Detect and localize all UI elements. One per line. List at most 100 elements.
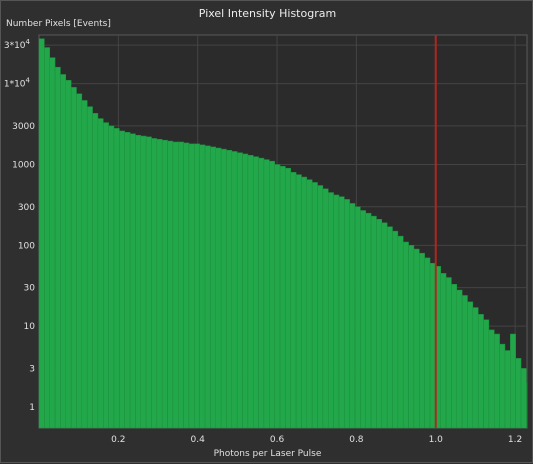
histogram-bar [151,138,158,429]
y-tick-label: 1000 [12,161,35,171]
chart-title: Pixel Intensity Histogram [198,7,337,20]
histogram-bar [86,106,93,429]
histogram-bar [499,343,506,429]
histogram-bar [194,143,200,429]
y-tick-label: 3*104 [4,38,31,51]
histogram-bar [472,307,479,429]
histogram-bar [103,122,109,429]
x-axis-ticks: 0.2 0.4 0.6 0.8 1.0 1.2 [111,435,522,445]
histogram-bar [397,235,404,429]
x-tick-label: 0.6 [270,435,285,445]
histogram-bar [365,212,372,429]
histogram-bar [301,176,308,429]
histogram-bar [461,295,468,429]
histogram-bars [38,38,528,429]
x-tick-label: 1.0 [429,435,444,445]
histogram-bar [247,155,254,429]
histogram-bar [97,118,104,429]
histogram-bar [49,57,56,429]
histogram-bar [515,358,522,429]
histogram-bar [145,136,152,429]
histogram-bar [317,185,324,429]
histogram-bar [413,248,420,429]
histogram-bar [424,257,431,429]
histogram-bar [451,284,458,429]
histogram-bar [210,146,217,429]
x-axis-label: Photons per Laser Pulse [213,449,322,459]
histogram-bar [311,182,318,429]
histogram-bar [236,152,243,429]
y-tick-label: 100 [18,241,35,251]
y-tick-label: 10 [24,322,36,332]
histogram-bar [38,38,45,429]
histogram-bar [429,263,436,429]
x-tick-label: 0.8 [349,435,364,445]
histogram-bar [76,93,83,429]
y-tick-label: 300 [18,203,35,213]
histogram-bar [488,329,495,429]
y-tick-label: 30 [24,284,36,294]
histogram-bar [510,333,516,429]
histogram-bar [269,160,275,429]
x-tick-label: 0.4 [191,435,206,445]
histogram-bar [135,135,142,429]
histogram-bar [156,139,163,429]
histogram-bar [440,273,447,429]
y-tick-label: 3000 [12,122,35,132]
histogram-bar [402,241,409,429]
y-axis-ticks: 1 3 10 30 100 300 1000 3000 1*104 3*104 [4,38,35,413]
histogram-bar [386,226,393,429]
histogram-bar [199,144,206,429]
histogram-bar [445,277,452,429]
histogram-bar [381,222,388,429]
y-tick-label: 3 [29,364,35,374]
histogram-bar [183,142,190,429]
histogram-bar [44,47,50,429]
histogram-bar [161,139,168,429]
histogram-bar [108,125,115,429]
histogram-bar [258,157,265,429]
histogram-bar [344,199,350,429]
histogram-bar [54,66,61,429]
histogram-bar [360,210,366,429]
histogram-bar [167,140,174,429]
y-tick-label: 1 [29,403,35,413]
histogram-bar [295,174,302,429]
histogram-bar [520,368,527,429]
histogram-bar [252,156,259,429]
y-tick-label: 1*104 [4,77,31,90]
histogram-bar [81,100,88,429]
histogram-bar [504,350,511,429]
histogram-bar [92,113,99,429]
histogram-bar [338,196,345,429]
histogram-bar [215,147,222,429]
y-axis-label: Number Pixels [Events] [6,19,111,29]
histogram-bar [231,151,238,429]
histogram-bar [263,159,270,429]
histogram-bar [188,143,195,429]
histogram-bar [477,314,484,429]
histogram-bar [220,148,227,429]
histogram-bar [113,128,120,429]
histogram-bar [65,80,72,429]
histogram-bar [285,167,291,429]
histogram-bar [60,74,67,429]
histogram-bar [290,172,297,429]
histogram-bar [242,153,249,429]
histogram-bar [333,194,340,429]
histogram-bar [306,179,313,429]
histogram-bar [354,206,361,429]
histogram-bar [408,245,415,429]
histogram-bar [226,150,233,429]
histogram-bar [419,252,425,429]
histogram-bar [526,382,528,429]
histogram-bar [494,333,500,429]
histogram-bar [274,164,281,429]
histogram-bar [392,230,399,429]
histogram-bar [129,133,136,429]
histogram-bar [70,87,77,429]
x-tick-label: 0.2 [111,435,125,445]
histogram-bar [456,289,463,429]
